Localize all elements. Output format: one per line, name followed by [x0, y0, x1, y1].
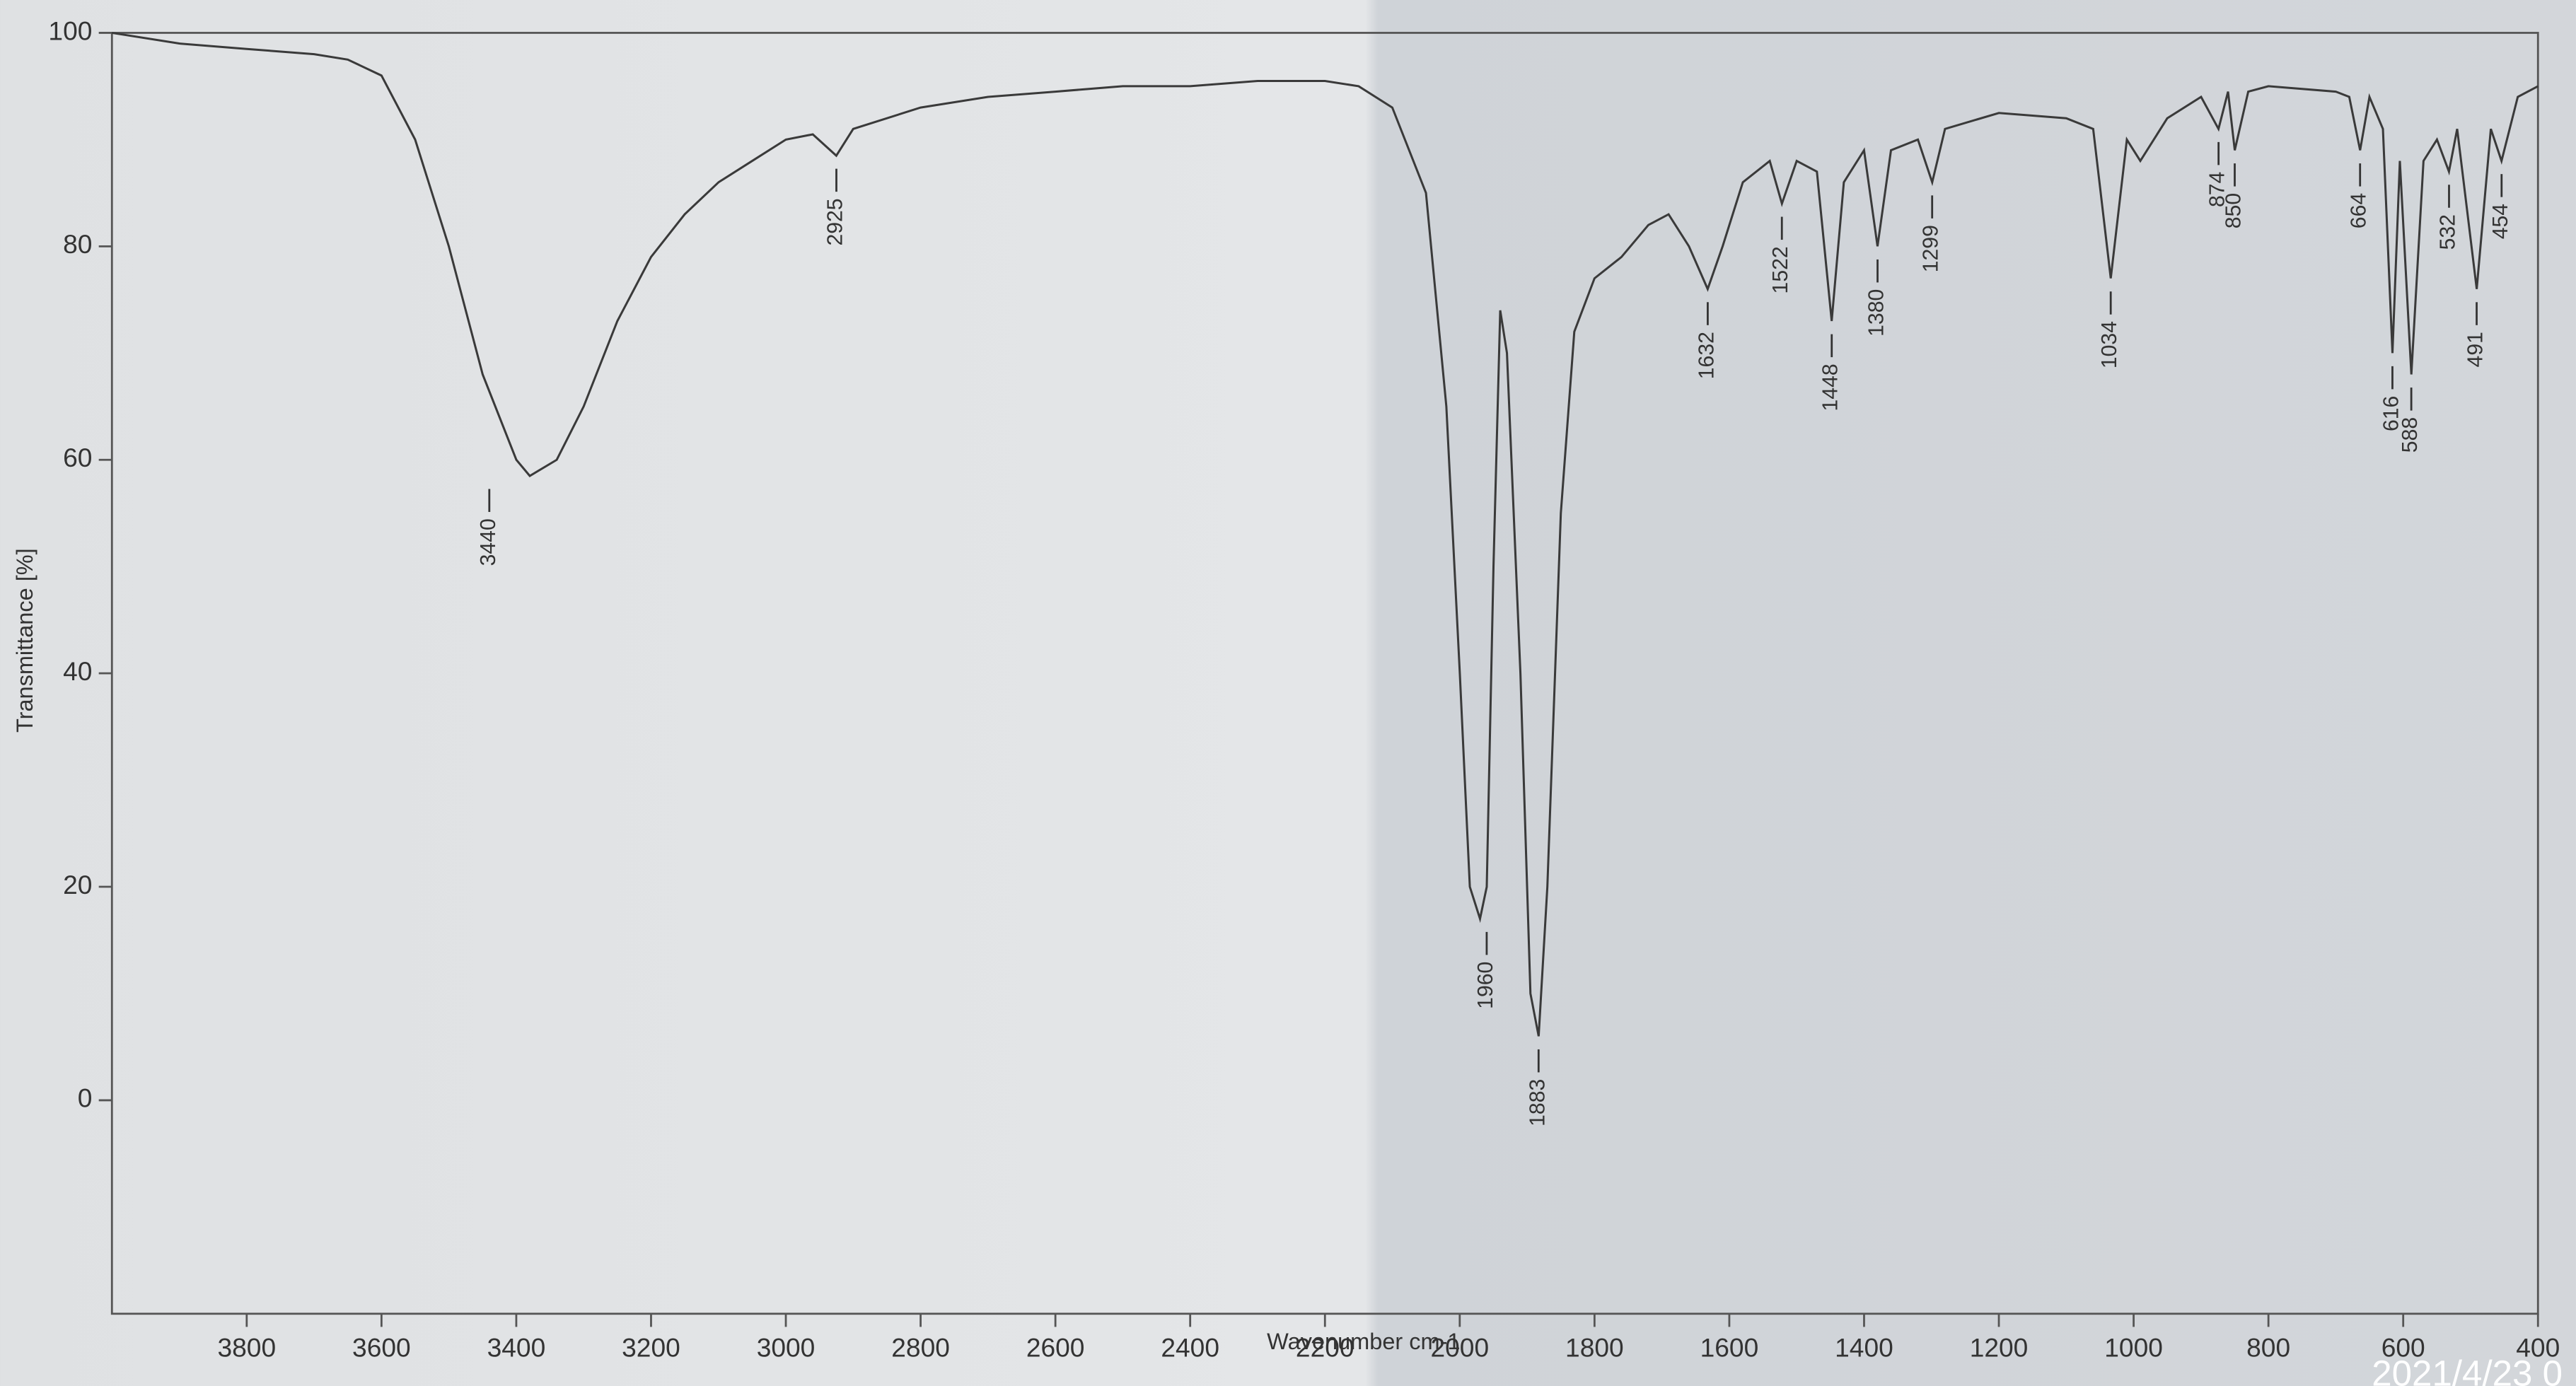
x-tick-label: 3800: [217, 1333, 276, 1363]
y-tick-label: 20: [63, 870, 92, 899]
y-tick-label: 40: [63, 656, 92, 686]
x-tick-label: 3200: [622, 1333, 680, 1363]
x-tick-label: 2800: [891, 1333, 950, 1363]
x-tick-label: 800: [2246, 1333, 2290, 1363]
peak-label: 454: [2489, 204, 2512, 239]
y-axis-label: Transmittance [%]: [12, 548, 37, 733]
peak-label: 532: [2436, 214, 2459, 250]
x-tick-label: 2400: [1161, 1333, 1219, 1363]
spectrum-line: [112, 31, 2539, 1037]
x-tick-label: 2000: [1430, 1333, 1489, 1363]
peak-label: 2925: [823, 198, 847, 245]
peak-label: 664: [2348, 193, 2371, 228]
peak-label: 1522: [1769, 246, 1792, 293]
peak-label: 874: [2206, 172, 2229, 207]
peak-label: 850: [2222, 193, 2245, 228]
peak-label: 616: [2379, 396, 2403, 431]
x-tick-label: 2600: [1026, 1333, 1085, 1363]
peak-label: 3440: [477, 518, 500, 566]
x-tick-label: 3400: [487, 1333, 546, 1363]
peak-label: 1380: [1864, 289, 1888, 337]
date-stamp: 2021/4/23 0: [2372, 1353, 2563, 1386]
x-tick-label: 2200: [1296, 1333, 1354, 1363]
x-tick-label: 3000: [757, 1333, 816, 1363]
x-tick-label: 1400: [1835, 1333, 1893, 1363]
y-tick-label: 80: [63, 229, 92, 259]
y-tick-label: 100: [48, 16, 92, 45]
x-axis-label: Wavenumber cm-1: [1267, 1329, 1460, 1354]
x-tick-label: 1600: [1700, 1333, 1759, 1363]
y-tick-label: 0: [78, 1083, 93, 1113]
peak-label: 588: [2398, 417, 2422, 453]
x-tick-label: 3600: [352, 1333, 411, 1363]
peak-label: 1034: [2098, 321, 2121, 368]
peak-label: 1960: [1474, 962, 1497, 1009]
peak-label: 491: [2464, 332, 2488, 367]
x-tick-label: 400: [2516, 1333, 2560, 1363]
peak-label: 1299: [1920, 225, 1943, 272]
x-tick-label: 1800: [1565, 1333, 1624, 1363]
peak-label: 1448: [1819, 363, 1843, 411]
peak-label: 1632: [1695, 332, 1718, 379]
x-tick-label: 600: [2381, 1333, 2425, 1363]
x-tick-label: 1000: [2104, 1333, 2163, 1363]
y-tick-label: 60: [63, 443, 92, 472]
x-tick-label: 1200: [1970, 1333, 2029, 1363]
peak-label: 1883: [1526, 1079, 1549, 1126]
